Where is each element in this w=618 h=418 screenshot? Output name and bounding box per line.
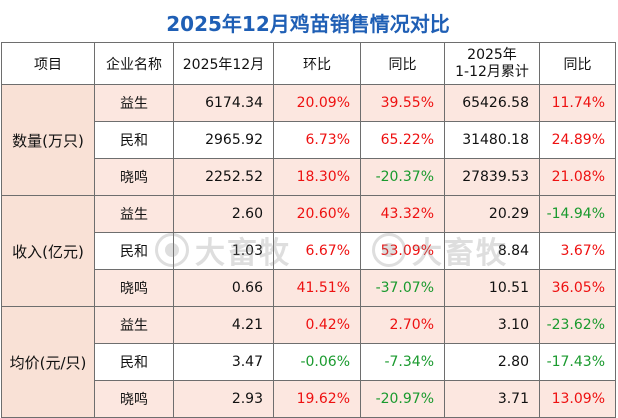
cell-mom: 6.67% bbox=[273, 232, 361, 270]
table-title: 2025年12月鸡苗销售情况对比 bbox=[2, 2, 614, 42]
cell-mom: -0.06% bbox=[273, 343, 361, 381]
comparison-table: 项目 企业名称 2025年12月 环比 同比 2025年 1-12月累计 同比 … bbox=[1, 42, 616, 418]
cell-yoy: -37.07% bbox=[360, 269, 445, 307]
cell-ytd: 27839.53 bbox=[444, 158, 540, 196]
cell-yoy: -7.34% bbox=[360, 343, 445, 381]
cell-ytd-yoy: 3.67% bbox=[539, 232, 616, 270]
table-row: 晓鸣 0.66 41.51% -37.07% 10.51 36.05% bbox=[2, 269, 616, 307]
cell-yoy: -20.97% bbox=[360, 380, 445, 418]
header-item: 项目 bbox=[1, 42, 95, 85]
table-row: 民和 1.03 6.67% 53.09% 8.84 3.67% bbox=[2, 232, 616, 270]
cell-yoy: -20.37% bbox=[360, 158, 445, 196]
cell-mom: 19.62% bbox=[273, 380, 361, 418]
cell-yoy: 53.09% bbox=[360, 232, 445, 270]
cell-yoy: 65.22% bbox=[360, 121, 445, 159]
header-row: 项目 企业名称 2025年12月 环比 同比 2025年 1-12月累计 同比 bbox=[1, 42, 616, 85]
cell-mom: 20.60% bbox=[273, 195, 361, 233]
cell-ytd-yoy: 36.05% bbox=[539, 269, 616, 307]
cell-ytd: 3.71 bbox=[444, 380, 540, 418]
cell-ytd-yoy: -14.94% bbox=[539, 195, 616, 233]
cell-company: 民和 bbox=[94, 343, 174, 381]
cell-company: 晓鸣 bbox=[94, 380, 174, 418]
cell-ytd-yoy: -17.43% bbox=[539, 343, 616, 381]
cell-company: 晓鸣 bbox=[94, 158, 174, 196]
cell-month: 2965.92 bbox=[173, 121, 274, 159]
header-ytd-line1: 2025年 bbox=[467, 46, 517, 63]
header-company: 企业名称 bbox=[94, 42, 174, 85]
cell-yoy: 39.55% bbox=[360, 84, 445, 122]
cell-month: 3.47 bbox=[173, 343, 274, 381]
cell-ytd: 20.29 bbox=[444, 195, 540, 233]
header-ytd: 2025年 1-12月累计 bbox=[444, 42, 540, 85]
cell-month: 2252.52 bbox=[173, 158, 274, 196]
section-label: 数量(万只) bbox=[1, 84, 95, 196]
cell-mom: 18.30% bbox=[273, 158, 361, 196]
cell-ytd-yoy: -23.62% bbox=[539, 306, 616, 344]
header-ytd-line2: 1-12月累计 bbox=[455, 63, 529, 80]
cell-ytd-yoy: 24.89% bbox=[539, 121, 616, 159]
cell-ytd: 3.10 bbox=[444, 306, 540, 344]
cell-month: 2.93 bbox=[173, 380, 274, 418]
table-row: 民和 2965.92 6.73% 65.22% 31480.18 24.89% bbox=[2, 121, 616, 159]
cell-ytd: 31480.18 bbox=[444, 121, 540, 159]
header-month: 2025年12月 bbox=[173, 42, 274, 85]
table-row: 收入(亿元) 益生 2.60 20.60% 43.32% 20.29 -14.94% bbox=[1, 195, 616, 307]
cell-company: 晓鸣 bbox=[94, 269, 174, 307]
cell-company: 益生 bbox=[94, 84, 174, 122]
table-row: 晓鸣 2252.52 18.30% -20.37% 27839.53 21.08% bbox=[2, 158, 616, 196]
cell-month: 0.66 bbox=[173, 269, 274, 307]
cell-month: 1.03 bbox=[173, 232, 274, 270]
cell-yoy: 43.32% bbox=[360, 195, 445, 233]
section-label: 收入(亿元) bbox=[1, 195, 95, 307]
header-ytd-yoy: 同比 bbox=[539, 42, 616, 85]
table-row: 数量(万只) 益生 6174.34 20.09% 39.55% 65426.58 11.74… bbox=[1, 84, 616, 196]
cell-ytd: 10.51 bbox=[444, 269, 540, 307]
cell-ytd: 65426.58 bbox=[444, 84, 540, 122]
table-row: 民和 3.47 -0.06% -7.34% 2.80 -17.43% bbox=[2, 343, 616, 381]
cell-ytd: 2.80 bbox=[444, 343, 540, 381]
table-row: 晓鸣 2.93 19.62% -20.97% 3.71 13.09% bbox=[2, 380, 616, 418]
cell-ytd-yoy: 13.09% bbox=[539, 380, 616, 418]
cell-ytd-yoy: 11.74% bbox=[539, 84, 616, 122]
cell-company: 益生 bbox=[94, 306, 174, 344]
cell-mom: 41.51% bbox=[273, 269, 361, 307]
table-body: 数量(万只) 益生 6174.34 20.09% 39.55% 65426.58 11.74… bbox=[1, 84, 616, 418]
cell-month: 4.21 bbox=[173, 306, 274, 344]
cell-yoy: 2.70% bbox=[360, 306, 445, 344]
cell-ytd-yoy: 21.08% bbox=[539, 158, 616, 196]
cell-ytd: 8.84 bbox=[444, 232, 540, 270]
cell-month: 6174.34 bbox=[173, 84, 274, 122]
section-label: 均价(元/只) bbox=[1, 306, 95, 418]
cell-company: 民和 bbox=[94, 121, 174, 159]
header-mom: 环比 bbox=[273, 42, 361, 85]
cell-month: 2.60 bbox=[173, 195, 274, 233]
cell-company: 民和 bbox=[94, 232, 174, 270]
table-row: 均价(元/只) 益生 4.21 0.42% 2.70% 3.10 -23.62% bbox=[1, 306, 616, 418]
cell-company: 益生 bbox=[94, 195, 174, 233]
header-yoy: 同比 bbox=[360, 42, 445, 85]
cell-mom: 0.42% bbox=[273, 306, 361, 344]
cell-mom: 20.09% bbox=[273, 84, 361, 122]
cell-mom: 6.73% bbox=[273, 121, 361, 159]
